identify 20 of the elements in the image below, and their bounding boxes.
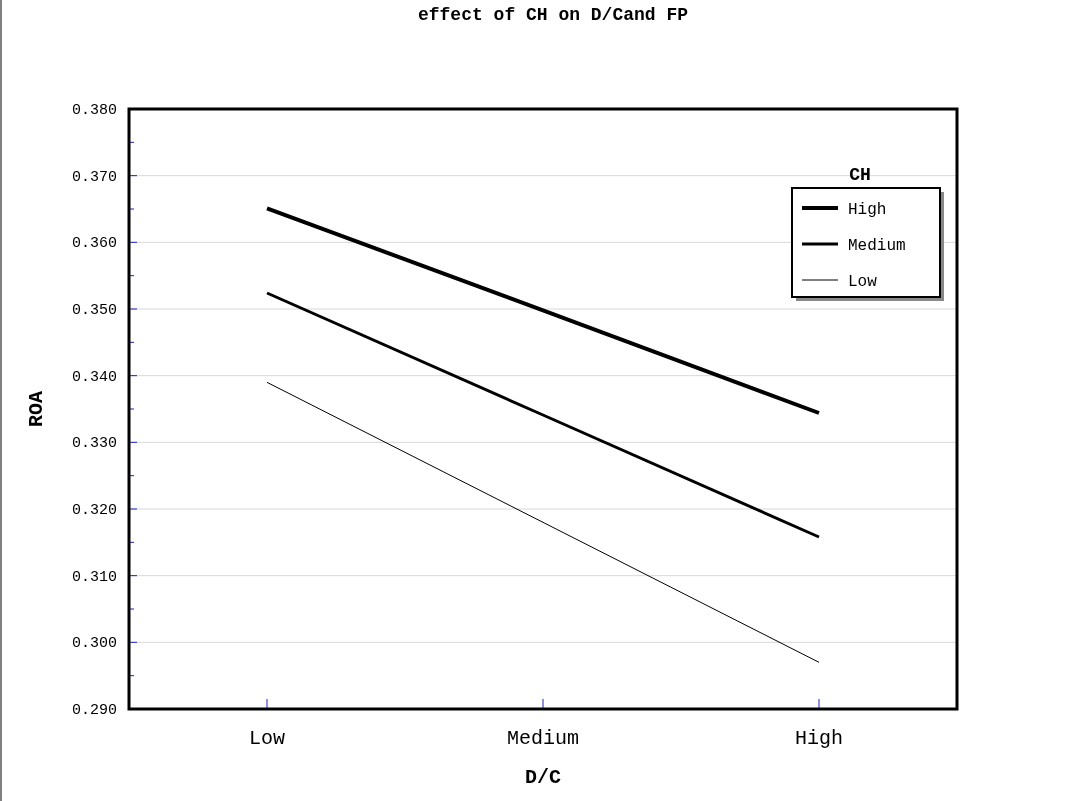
y-tick-label: 0.300 (71, 635, 117, 653)
x-tick-label: Low (248, 727, 286, 750)
legend-label: High (848, 201, 887, 219)
x-tick-label: High (794, 727, 844, 750)
y-tick-label: 0.370 (71, 168, 117, 186)
legend-label: Medium (848, 237, 906, 255)
y-tick-label: 0.310 (71, 568, 117, 586)
y-axis-title: ROA (25, 390, 48, 428)
y-tick-label: 0.360 (71, 235, 117, 253)
y-tick-label: 0.330 (71, 435, 117, 453)
y-tick-label: 0.340 (71, 368, 117, 386)
legend-title: CH (849, 165, 871, 185)
y-tick-label: 0.380 (71, 102, 117, 119)
x-axis-title: D/C (524, 766, 562, 789)
legend-label: Low (848, 273, 878, 291)
chart-title: effect of CH on D/Cand FP (417, 5, 689, 25)
x-tick-label: Medium (506, 727, 580, 750)
y-tick-label: 0.290 (71, 702, 117, 719)
y-tick-label: 0.350 (71, 302, 117, 319)
y-tick-label: 0.320 (71, 502, 117, 519)
